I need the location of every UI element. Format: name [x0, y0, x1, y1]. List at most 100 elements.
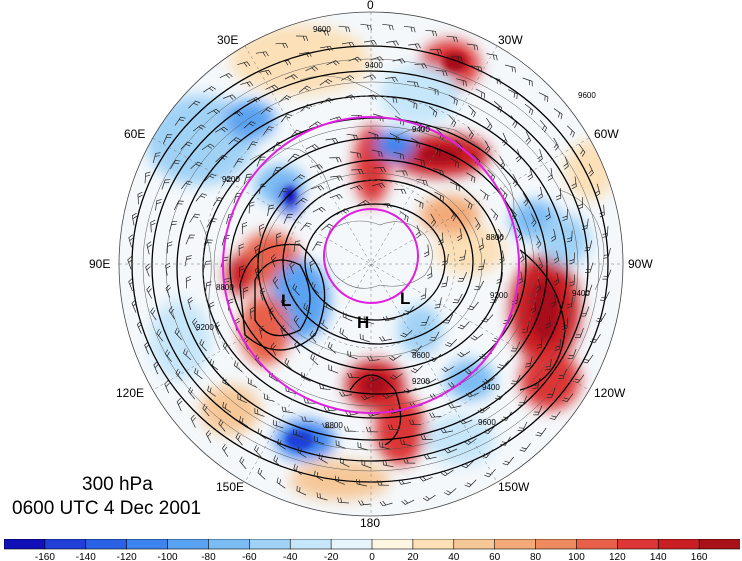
wind-barb — [420, 315, 430, 326]
wind-barb — [361, 459, 372, 469]
wind-barb — [146, 285, 153, 299]
wind-barb — [284, 74, 298, 80]
wind-barb — [131, 212, 138, 226]
wind-barb — [408, 419, 422, 425]
wind-barb — [378, 202, 392, 209]
wind-barb — [339, 327, 349, 339]
wind-barb — [583, 284, 593, 295]
wind-barb — [448, 94, 458, 106]
wind-barb — [166, 241, 173, 254]
wind-barb — [215, 126, 229, 133]
wind-barb — [183, 348, 192, 361]
wind-barb — [516, 227, 523, 241]
wind-barb — [136, 320, 143, 334]
colorbar-tick-label: 40 — [448, 552, 460, 561]
wind-barb — [569, 274, 576, 287]
wind-barb — [253, 444, 262, 458]
colorbar-swatch — [289, 539, 332, 550]
wind-barb — [260, 107, 273, 115]
wind-barb — [188, 386, 196, 400]
wind-barb — [341, 41, 355, 48]
wind-barb — [429, 48, 443, 55]
wind-barb — [551, 294, 557, 308]
wind-barb — [164, 349, 172, 362]
wind-barb — [371, 149, 383, 158]
wind-barb — [270, 254, 277, 268]
wind-barb — [206, 218, 217, 228]
wind-barb — [164, 380, 170, 394]
wind-barb — [273, 455, 282, 468]
wind-barb — [589, 334, 601, 343]
wind-barb — [276, 232, 282, 245]
wind-barb — [501, 411, 512, 421]
wind-barb — [494, 391, 507, 401]
wind-barb — [339, 391, 352, 397]
wind-barb — [466, 43, 479, 51]
colorbar-swatches — [4, 539, 740, 550]
wind-barb — [366, 355, 380, 362]
wind-barb — [599, 204, 605, 218]
wind-barb — [190, 414, 196, 428]
wind-barb — [508, 89, 518, 100]
wind-barb — [215, 154, 228, 163]
wind-barb — [522, 77, 533, 87]
lon-label-120w: 120W — [594, 386, 626, 400]
wind-barb — [162, 134, 173, 144]
wind-barb — [156, 328, 164, 342]
wind-barb — [174, 116, 186, 126]
wind-barb — [145, 263, 151, 277]
wind-barb — [263, 393, 275, 402]
contour-label: 9400 — [482, 383, 500, 392]
wind-barb — [248, 201, 255, 214]
wind-barb — [254, 244, 260, 258]
wind-barb — [497, 228, 504, 242]
contour-label: 9200 — [412, 377, 430, 386]
wind-barb — [192, 318, 198, 332]
wind-barb — [328, 364, 339, 374]
wind-barb — [363, 315, 375, 325]
wind-barb — [128, 278, 134, 292]
wind-barb — [558, 368, 567, 379]
wind-barb — [393, 151, 405, 160]
wind-barb — [300, 222, 312, 231]
wind-barb — [314, 435, 325, 445]
high-pressure-center: H — [357, 313, 369, 332]
wind-barb — [320, 97, 334, 104]
wind-barb — [338, 25, 351, 33]
wind-barb — [569, 252, 576, 265]
wind-barb — [368, 131, 379, 141]
wind-barb — [505, 64, 516, 73]
wind-barb — [340, 457, 350, 468]
wind-barb — [284, 358, 293, 371]
colorbar-swatch — [126, 539, 169, 550]
wind-barb — [294, 340, 301, 354]
wind-barb — [423, 378, 437, 385]
wind-barb — [510, 115, 518, 128]
wind-barb — [479, 189, 489, 201]
wind-barb — [189, 213, 200, 223]
wind-barb — [327, 341, 337, 354]
wind-barb — [309, 164, 323, 170]
wind-barb — [512, 173, 519, 187]
wind-barb — [278, 60, 292, 66]
colorbar-tick-label: -80 — [201, 552, 216, 561]
wind-barb — [357, 442, 368, 451]
colorbar-tick-label: 20 — [407, 552, 419, 561]
wind-barb — [555, 188, 562, 201]
contour-label: 8800 — [486, 233, 504, 242]
wind-barb — [180, 141, 193, 150]
wind-barb — [449, 157, 460, 169]
wind-barb — [271, 167, 282, 177]
colorbar-swatch — [4, 539, 46, 550]
wind-barb — [419, 476, 433, 482]
wind-barb — [349, 185, 364, 191]
colorbar-swatch — [85, 539, 128, 550]
wind-barb — [150, 307, 157, 321]
colorbar-swatch — [208, 539, 250, 550]
lon-label-60w: 60W — [594, 127, 619, 141]
wind-barb — [330, 175, 343, 181]
wind-barb — [467, 301, 479, 311]
wind-barb — [566, 125, 575, 138]
wind-barb — [446, 35, 459, 43]
wind-barb — [247, 378, 258, 388]
